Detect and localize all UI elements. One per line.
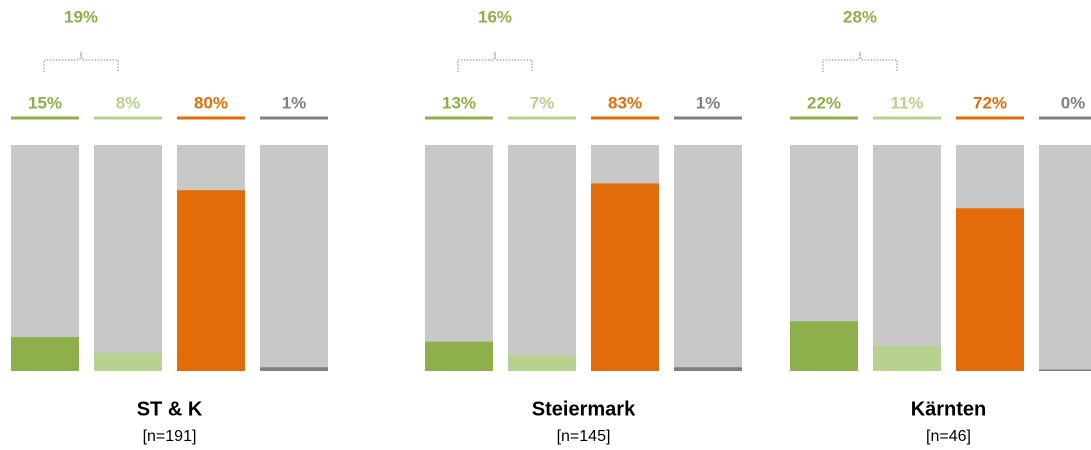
bracket-label: 19% xyxy=(64,7,98,26)
bar xyxy=(591,183,659,371)
bracket-label: 28% xyxy=(843,7,877,26)
bar-track xyxy=(11,145,79,371)
value-label: 15% xyxy=(28,93,62,112)
bar-track xyxy=(508,145,576,371)
bracket-label: 16% xyxy=(478,7,512,26)
value-label: 22% xyxy=(807,93,841,112)
bar xyxy=(508,355,576,371)
bar xyxy=(1039,369,1091,371)
value-label: 7% xyxy=(530,93,555,112)
bar xyxy=(94,352,162,371)
value-label: 72% xyxy=(973,93,1007,112)
bar xyxy=(790,321,858,371)
value-label: 11% xyxy=(890,93,923,112)
bar xyxy=(873,346,941,371)
value-label: 1% xyxy=(696,93,721,112)
panel-title: Kärnten xyxy=(911,398,987,420)
bar-track xyxy=(674,145,742,371)
value-label: 1% xyxy=(282,93,307,112)
value-label: 13% xyxy=(442,93,476,112)
value-label: 83% xyxy=(608,93,642,112)
panel-subtitle: [n=46] xyxy=(926,428,971,445)
panel-subtitle: [n=191] xyxy=(143,428,197,445)
bar xyxy=(177,190,245,371)
bracket xyxy=(457,51,533,72)
value-label: 8% xyxy=(116,93,141,112)
bar-track xyxy=(873,145,941,371)
bar xyxy=(674,367,742,371)
bracket xyxy=(43,51,119,72)
bracket xyxy=(822,51,898,72)
panel-subtitle: [n=145] xyxy=(557,428,611,445)
panel-title: Steiermark xyxy=(532,398,636,420)
bar xyxy=(425,341,493,371)
bar-track xyxy=(1039,145,1091,371)
value-label: 80% xyxy=(194,93,228,112)
bar xyxy=(260,367,328,371)
bar xyxy=(956,208,1024,371)
bar-track xyxy=(425,145,493,371)
bar xyxy=(11,337,79,371)
panel-title: ST & K xyxy=(137,398,203,420)
bar-track xyxy=(260,145,328,371)
bar-track xyxy=(94,145,162,371)
value-label: 0% xyxy=(1061,93,1086,112)
